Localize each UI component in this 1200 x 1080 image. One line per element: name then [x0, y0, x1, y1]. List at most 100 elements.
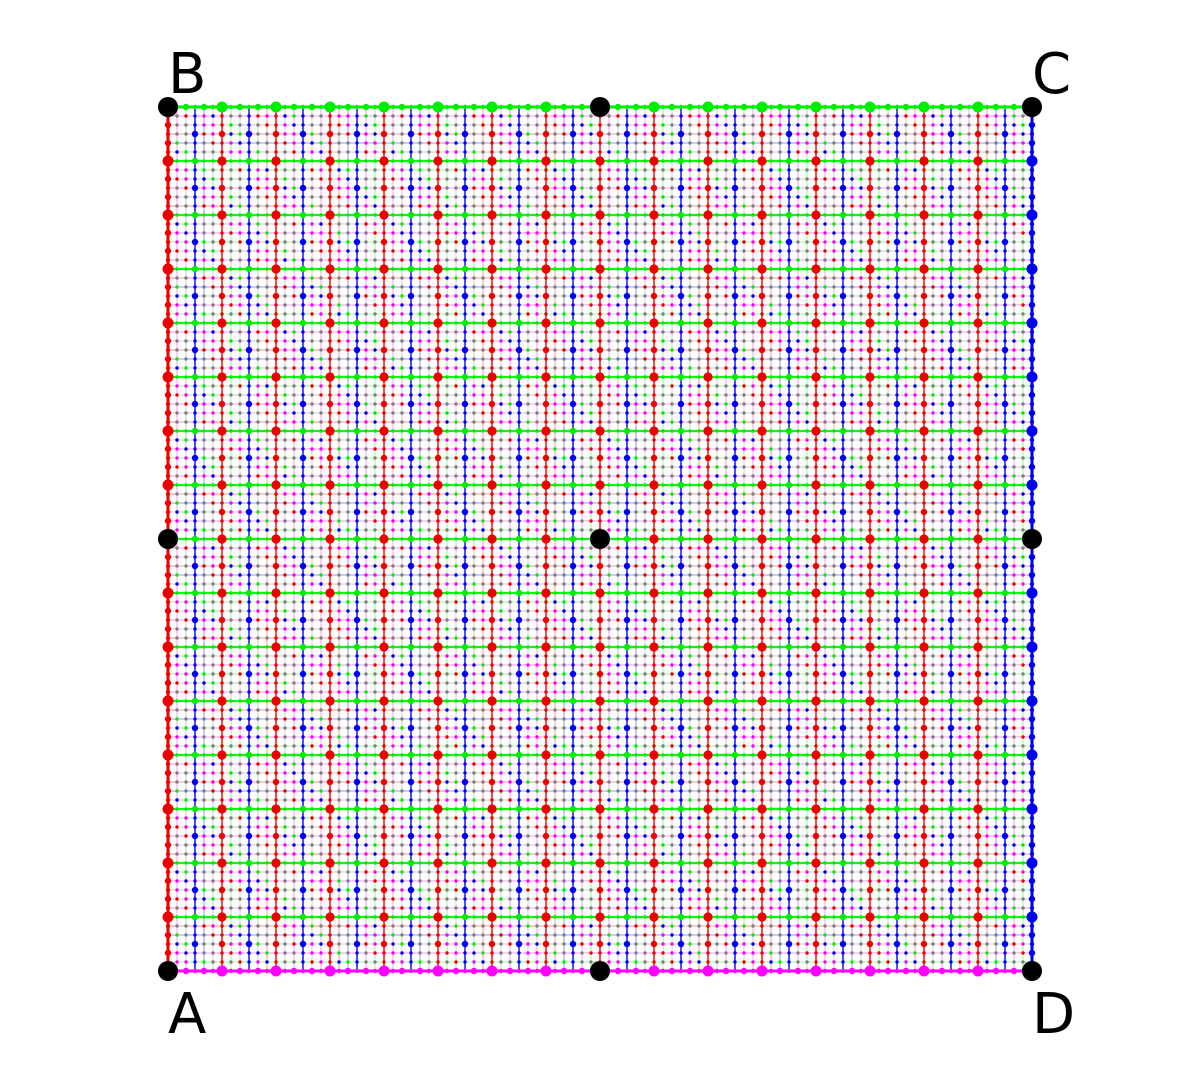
lattice-dot — [526, 456, 530, 460]
lattice-dot — [379, 534, 389, 544]
lattice-dot — [490, 411, 494, 415]
lattice-dot — [1003, 420, 1007, 424]
lattice-dot — [535, 123, 539, 127]
lattice-dot — [508, 357, 512, 361]
lattice-dot — [310, 195, 314, 199]
lattice-dot — [706, 555, 710, 559]
lattice-dot — [706, 474, 710, 478]
lattice-dot — [373, 555, 377, 559]
lattice-dot — [353, 130, 361, 138]
lattice-dot — [184, 411, 188, 415]
lattice-dot — [355, 420, 359, 424]
lattice-dot — [355, 312, 359, 316]
lattice-dot — [778, 537, 782, 541]
lattice-dot — [994, 294, 998, 298]
lattice-dot — [787, 474, 791, 478]
lattice-dot — [841, 474, 845, 478]
lattice-dot — [515, 562, 523, 570]
lattice-dot — [445, 249, 449, 253]
lattice-dot — [274, 285, 278, 289]
lattice-dot — [931, 267, 935, 271]
lattice-dot — [760, 357, 764, 361]
lattice-dot — [841, 501, 845, 505]
lattice-dot — [877, 402, 881, 406]
lattice-dot — [976, 312, 980, 316]
lattice-dot — [886, 123, 890, 127]
lattice-dot — [346, 492, 350, 496]
lattice-dot — [364, 357, 368, 361]
lattice-dot — [245, 454, 253, 462]
lattice-dot — [400, 285, 404, 289]
lattice-dot — [508, 195, 512, 199]
lattice-dot — [715, 375, 719, 379]
lattice-dot — [787, 249, 791, 253]
lattice-dot — [1021, 366, 1025, 370]
lattice-dot — [886, 321, 890, 325]
lattice-dot — [785, 427, 793, 435]
lattice-dot — [265, 177, 269, 181]
lattice-dot — [400, 213, 404, 217]
lattice-dot — [499, 555, 503, 559]
lattice-dot — [202, 555, 206, 559]
lattice-dot — [265, 240, 269, 244]
lattice-dot — [481, 546, 485, 550]
lattice-dot — [922, 519, 926, 523]
lattice-dot — [787, 168, 791, 172]
lattice-dot — [454, 150, 458, 154]
lattice-dot — [679, 528, 683, 532]
lattice-dot — [211, 321, 215, 325]
lattice-dot — [1012, 249, 1016, 253]
lattice-dot — [841, 465, 845, 469]
lattice-dot — [832, 384, 836, 388]
lattice-dot — [175, 564, 179, 568]
lattice-dot — [245, 373, 253, 381]
lattice-dot — [839, 427, 847, 435]
lattice-dot — [913, 474, 917, 478]
lattice-dot — [958, 375, 962, 379]
lattice-dot — [526, 195, 530, 199]
lattice-dot — [595, 318, 605, 328]
lattice-dot — [193, 123, 197, 127]
lattice-dot — [679, 249, 683, 253]
lattice-dot — [958, 168, 962, 172]
lattice-dot — [373, 564, 377, 568]
lattice-dot — [400, 204, 404, 208]
lattice-dot — [184, 168, 188, 172]
lattice-dot — [850, 438, 854, 442]
lattice-dot — [607, 456, 611, 460]
lattice-dot — [463, 222, 467, 226]
lattice-dot — [733, 474, 737, 478]
lattice-dot — [337, 483, 341, 487]
lattice-dot — [1003, 231, 1007, 235]
lattice-dot — [535, 438, 539, 442]
lattice-dot — [607, 276, 611, 280]
lattice-dot — [517, 474, 521, 478]
lattice-dot — [805, 276, 809, 280]
lattice-dot — [569, 508, 577, 516]
lattice-dot — [607, 402, 611, 406]
lattice-dot — [742, 258, 746, 262]
lattice-dot — [850, 357, 854, 361]
lattice-dot — [733, 285, 737, 289]
lattice-dot — [769, 168, 773, 172]
lattice-dot — [463, 249, 467, 253]
lattice-dot — [283, 330, 287, 334]
lattice-dot — [238, 528, 242, 532]
lattice-dot — [625, 474, 629, 478]
lattice-dot — [670, 348, 674, 352]
lattice-dot — [382, 393, 386, 397]
lattice-dot — [742, 240, 746, 244]
lattice-dot — [217, 156, 227, 166]
lattice-dot — [418, 267, 422, 271]
lattice-dot — [202, 429, 206, 433]
lattice-dot — [1021, 546, 1025, 550]
lattice-dot — [515, 319, 523, 327]
lattice-dot — [769, 114, 773, 118]
lattice-dot — [958, 528, 962, 532]
lattice-dot — [283, 438, 287, 442]
lattice-dot — [589, 384, 593, 388]
lattice-dot — [220, 231, 224, 235]
lattice-dot — [337, 564, 341, 568]
lattice-dot — [193, 339, 197, 343]
lattice-dot — [526, 285, 530, 289]
